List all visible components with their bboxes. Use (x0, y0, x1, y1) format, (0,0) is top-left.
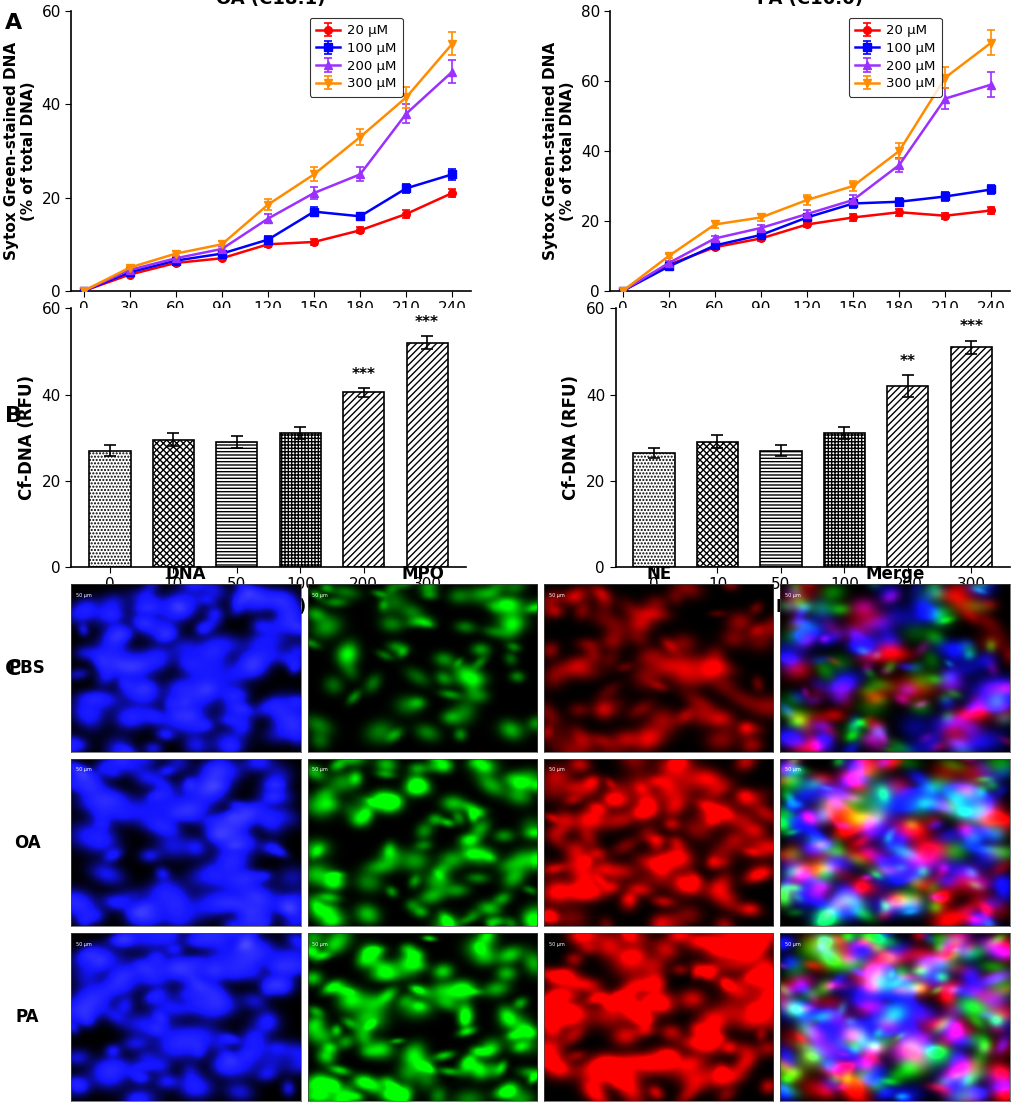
X-axis label: OA (μM): OA (μM) (230, 598, 307, 616)
Text: 50 μm: 50 μm (312, 593, 328, 598)
Title: NE: NE (645, 565, 671, 583)
Y-axis label: PBS: PBS (8, 659, 45, 677)
Bar (823, 434, 864, 567)
Bar (696, 441, 738, 567)
Text: ***: *** (352, 367, 375, 381)
Text: 50 μm: 50 μm (75, 942, 92, 946)
Bar (216, 441, 257, 567)
Bar (759, 450, 801, 567)
Legend: 20 μM, 100 μM, 200 μM, 300 μM: 20 μM, 100 μM, 200 μM, 300 μM (848, 18, 941, 97)
Text: 50 μm: 50 μm (548, 593, 564, 598)
Bar (633, 453, 674, 567)
Title: MPO: MPO (400, 565, 443, 583)
X-axis label: Time (min): Time (min) (220, 321, 321, 340)
Bar (407, 342, 447, 567)
X-axis label: Time (min): Time (min) (759, 321, 860, 340)
Y-axis label: Cf-DNA (RFU): Cf-DNA (RFU) (561, 375, 580, 500)
Title: OA (C18:1): OA (C18:1) (216, 0, 325, 8)
Text: 50 μm: 50 μm (548, 942, 564, 946)
X-axis label: PA (μM): PA (μM) (775, 598, 849, 616)
Y-axis label: PA: PA (15, 1007, 39, 1026)
Y-axis label: Sytox Green-stained DNA
(% of total DNA): Sytox Green-stained DNA (% of total DNA) (542, 42, 575, 260)
Text: 50 μm: 50 μm (548, 767, 564, 772)
Text: 50 μm: 50 μm (785, 942, 800, 946)
Text: 50 μm: 50 μm (785, 593, 800, 598)
Text: 50 μm: 50 μm (75, 767, 92, 772)
Title: DNA: DNA (166, 565, 206, 583)
Title: PA (C16:0): PA (C16:0) (756, 0, 862, 8)
Bar (342, 393, 384, 567)
Bar (153, 439, 194, 567)
Y-axis label: Cf-DNA (RFU): Cf-DNA (RFU) (18, 375, 36, 500)
Text: **: ** (899, 354, 915, 369)
Text: 50 μm: 50 μm (785, 767, 800, 772)
Bar (279, 434, 321, 567)
Bar (950, 347, 990, 567)
Text: A: A (5, 13, 22, 33)
Text: B: B (5, 406, 22, 426)
Bar (887, 386, 927, 567)
Text: ***: *** (415, 315, 439, 330)
Text: 50 μm: 50 μm (75, 593, 92, 598)
Text: 50 μm: 50 μm (312, 767, 328, 772)
Text: 50 μm: 50 μm (312, 942, 328, 946)
Title: Merge: Merge (864, 565, 924, 583)
Text: ***: *** (958, 319, 982, 335)
Y-axis label: OA: OA (13, 834, 40, 852)
Text: C: C (5, 659, 21, 679)
Bar (90, 450, 130, 567)
Y-axis label: Sytox Green-stained DNA
(% of total DNA): Sytox Green-stained DNA (% of total DNA) (4, 42, 36, 260)
Legend: 20 μM, 100 μM, 200 μM, 300 μM: 20 μM, 100 μM, 200 μM, 300 μM (310, 18, 403, 97)
